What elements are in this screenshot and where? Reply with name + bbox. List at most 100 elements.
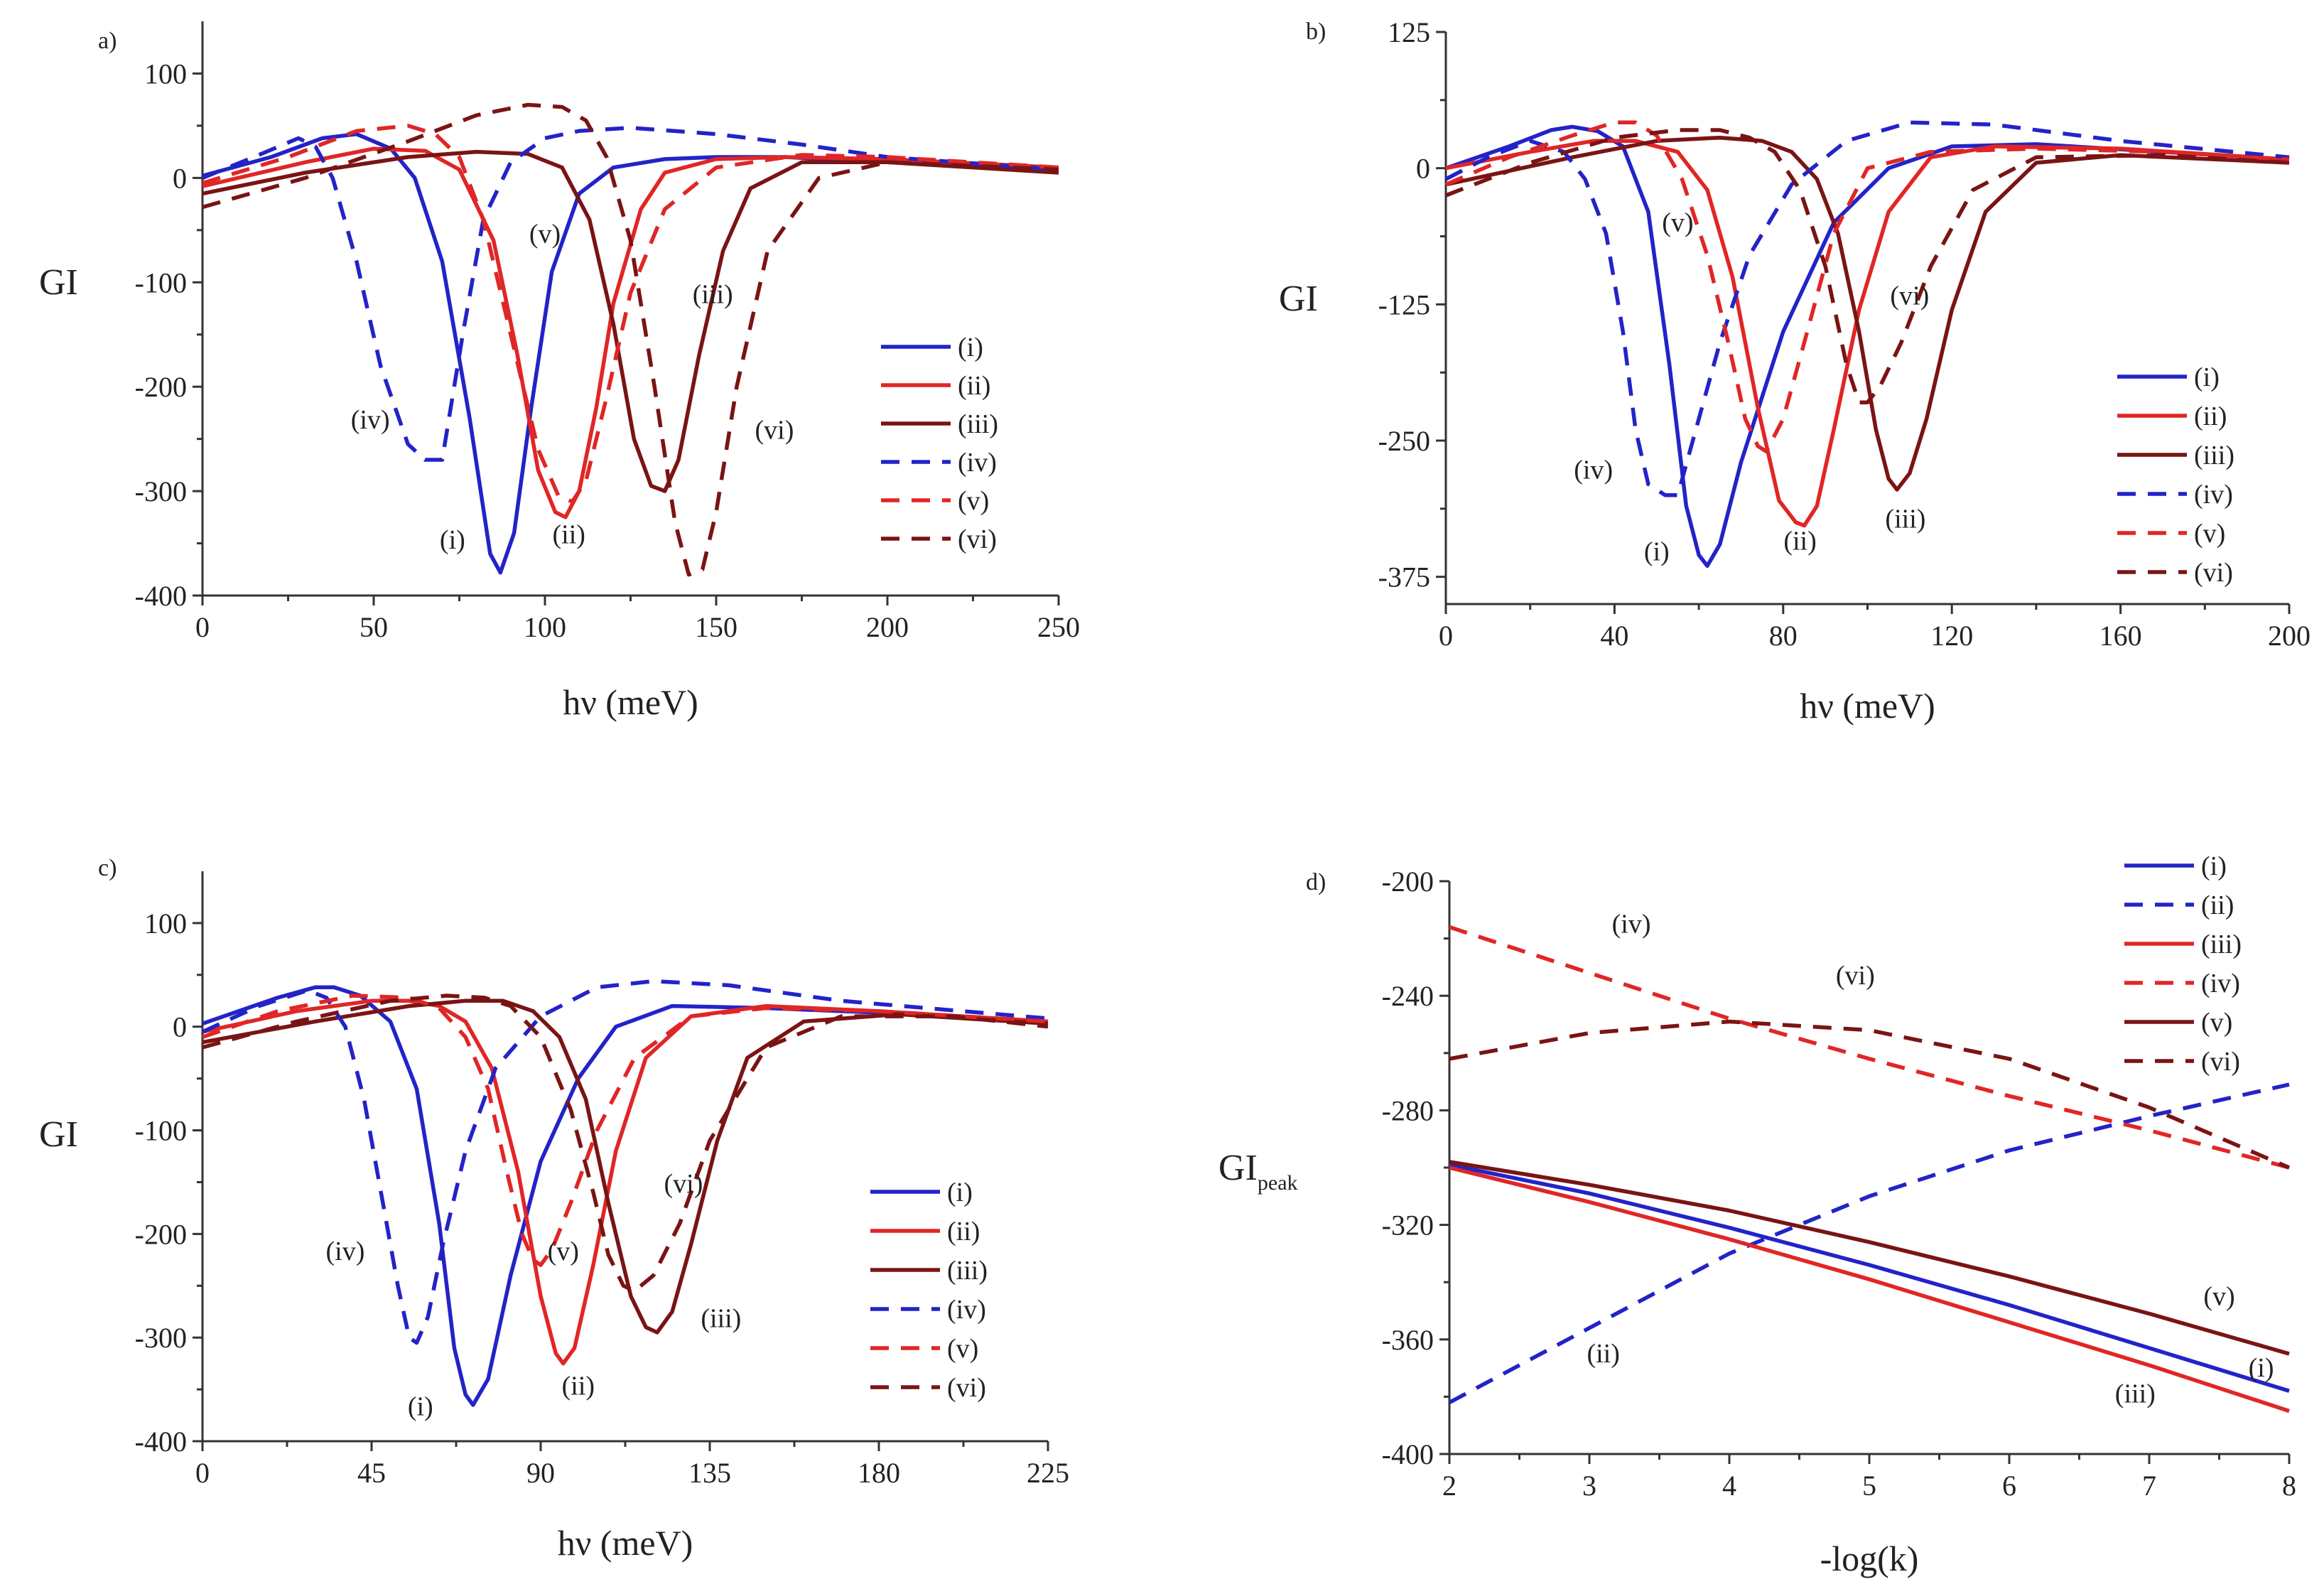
series-line-v xyxy=(1444,120,2290,454)
y-tick-label: 0 xyxy=(173,162,187,194)
x-tick-label: 135 xyxy=(688,1457,731,1489)
series-annotation: (i) xyxy=(440,525,465,555)
chart-panel-b: 0 40 80 120 160 200 125 0 -125 -250 -375 b) hν (meV)… xyxy=(1279,16,2311,726)
x-axis-title: hν (meV) xyxy=(1800,686,1935,726)
series-annotation: (iii) xyxy=(1885,505,1925,534)
series-annotation: (iv) xyxy=(326,1237,365,1266)
series-line-iii xyxy=(1445,135,2290,492)
series-line-iv xyxy=(1449,925,2290,1170)
series-line-i xyxy=(202,985,1049,1407)
series-annotation: (i) xyxy=(2249,1353,2274,1383)
x-tick-label: 0 xyxy=(195,611,210,643)
x-tick-label: 7 xyxy=(2142,1470,2156,1502)
legend-label: (v) xyxy=(958,486,989,516)
series-annotation: (i) xyxy=(408,1392,433,1422)
series-annotation: (vi) xyxy=(755,416,794,446)
y-tick-label: -400 xyxy=(1382,1438,1434,1470)
x-tick-label: 0 xyxy=(195,1457,210,1489)
legend-label: (v) xyxy=(947,1334,978,1364)
panel-label: c) xyxy=(98,855,117,881)
x-tick-label: 160 xyxy=(2099,620,2142,652)
y-tick-label: 100 xyxy=(144,58,187,90)
series-line-vi xyxy=(1449,1019,2291,1170)
series-annotation: (iv) xyxy=(351,405,390,435)
y-tick-label: 100 xyxy=(144,908,187,939)
legend-label: (ii) xyxy=(958,371,990,401)
legend-label: (iii) xyxy=(958,409,998,439)
series-annotation: (v) xyxy=(529,219,561,249)
x-tick-label: 40 xyxy=(1600,620,1628,652)
series-annotation: (iii) xyxy=(693,280,733,310)
x-tick-label: 6 xyxy=(2002,1470,2016,1502)
series-line-ii xyxy=(1448,1082,2290,1404)
x-axis-title: hν (meV) xyxy=(558,1523,693,1563)
series-line-v xyxy=(202,124,1059,504)
x-tick-label: 0 xyxy=(1439,620,1453,652)
y-tick-label: -300 xyxy=(135,475,187,507)
series-annotation: (ii) xyxy=(553,520,585,550)
legend-label: (vi) xyxy=(2194,558,2233,588)
series-annotation: (iii) xyxy=(701,1304,741,1334)
series-line-v xyxy=(1449,1160,2290,1356)
x-tick-label: 100 xyxy=(524,611,566,643)
y-tick-label: -280 xyxy=(1382,1094,1434,1126)
y-tick-label: -250 xyxy=(1378,425,1430,457)
legend-label: (vi) xyxy=(958,524,997,554)
x-tick-label: 4 xyxy=(1722,1470,1736,1502)
y-axis-title: GI xyxy=(39,1114,78,1155)
panel-label: d) xyxy=(1306,869,1326,895)
y-tick-label: -360 xyxy=(1382,1324,1434,1356)
y-tick-label: -300 xyxy=(135,1322,187,1354)
series-group xyxy=(1444,120,2290,569)
y-axis-title: GI xyxy=(1279,279,1318,319)
x-tick-label: 120 xyxy=(1930,620,1973,652)
series-annotation: (ii) xyxy=(1783,526,1816,556)
y-tick-label: 0 xyxy=(173,1011,187,1043)
y-tick-label: -200 xyxy=(1382,866,1434,898)
legend-label: (vi) xyxy=(2201,1047,2240,1077)
y-axis-title: GI xyxy=(39,262,78,303)
y-tick-label: -375 xyxy=(1378,561,1430,593)
x-tick-label: 50 xyxy=(360,611,388,643)
series-line-i xyxy=(1449,1163,2290,1393)
chart-panel-c: 0 45 90 135 180 225 100 0 -100 -200 -300 -400 c) hν (… xyxy=(39,855,1069,1563)
y-tick-label: -200 xyxy=(135,371,187,403)
legend-label: (iv) xyxy=(958,448,997,478)
y-tick-label: -400 xyxy=(135,1426,187,1458)
series-annotation: (v) xyxy=(2203,1281,2234,1311)
chart-panel-d: 2 3 4 5 6 7 8 -200 -240 -280 -320 -360 -400 d) -log(k)… xyxy=(1218,851,2296,1578)
x-tick-label: 180 xyxy=(858,1457,900,1489)
legend: (i) (ii) (iii) (iv) (v) (vi) xyxy=(870,1178,988,1403)
x-axis-title: -log(k) xyxy=(1820,1539,1919,1578)
series-line-iii xyxy=(1449,1165,2290,1413)
legend-label: (i) xyxy=(2201,851,2227,881)
y-tick-label: -100 xyxy=(135,1115,187,1147)
series-line-iv xyxy=(201,126,1059,462)
series-line-ii xyxy=(1445,139,2290,528)
legend-label: (i) xyxy=(947,1178,973,1207)
legend-label: (iii) xyxy=(947,1256,988,1286)
series-annotation: (i) xyxy=(1644,537,1670,567)
chart-panel-a: 0 50 100 150 200 250 100 0 -100 -200 -300 -400 a) hν … xyxy=(39,21,1080,722)
series-line-i xyxy=(202,131,1059,575)
y-tick-label: 125 xyxy=(1388,16,1430,48)
series-annotation: (v) xyxy=(1662,208,1693,238)
x-tick-label: 80 xyxy=(1769,620,1798,652)
y-tick-label: -320 xyxy=(1382,1210,1434,1242)
series-line-iv xyxy=(1444,120,2290,497)
x-tick-label: 225 xyxy=(1027,1457,1069,1489)
x-tick-label: 2 xyxy=(1442,1470,1456,1502)
series-group xyxy=(1448,925,2291,1413)
series-group xyxy=(201,102,1059,577)
series-annotation: (v) xyxy=(548,1237,579,1266)
series-line-iii xyxy=(202,998,1049,1335)
series-annotation: (iv) xyxy=(1612,910,1651,939)
series-annotation: (vi) xyxy=(664,1169,703,1199)
legend-label: (iv) xyxy=(947,1295,986,1325)
legend-label: (i) xyxy=(2194,362,2220,392)
series-annotation: (iv) xyxy=(1574,456,1613,485)
y-tick-label: -240 xyxy=(1382,980,1434,1012)
series-annotation: (iii) xyxy=(2115,1379,2156,1409)
y-tick-label: -200 xyxy=(135,1218,187,1250)
